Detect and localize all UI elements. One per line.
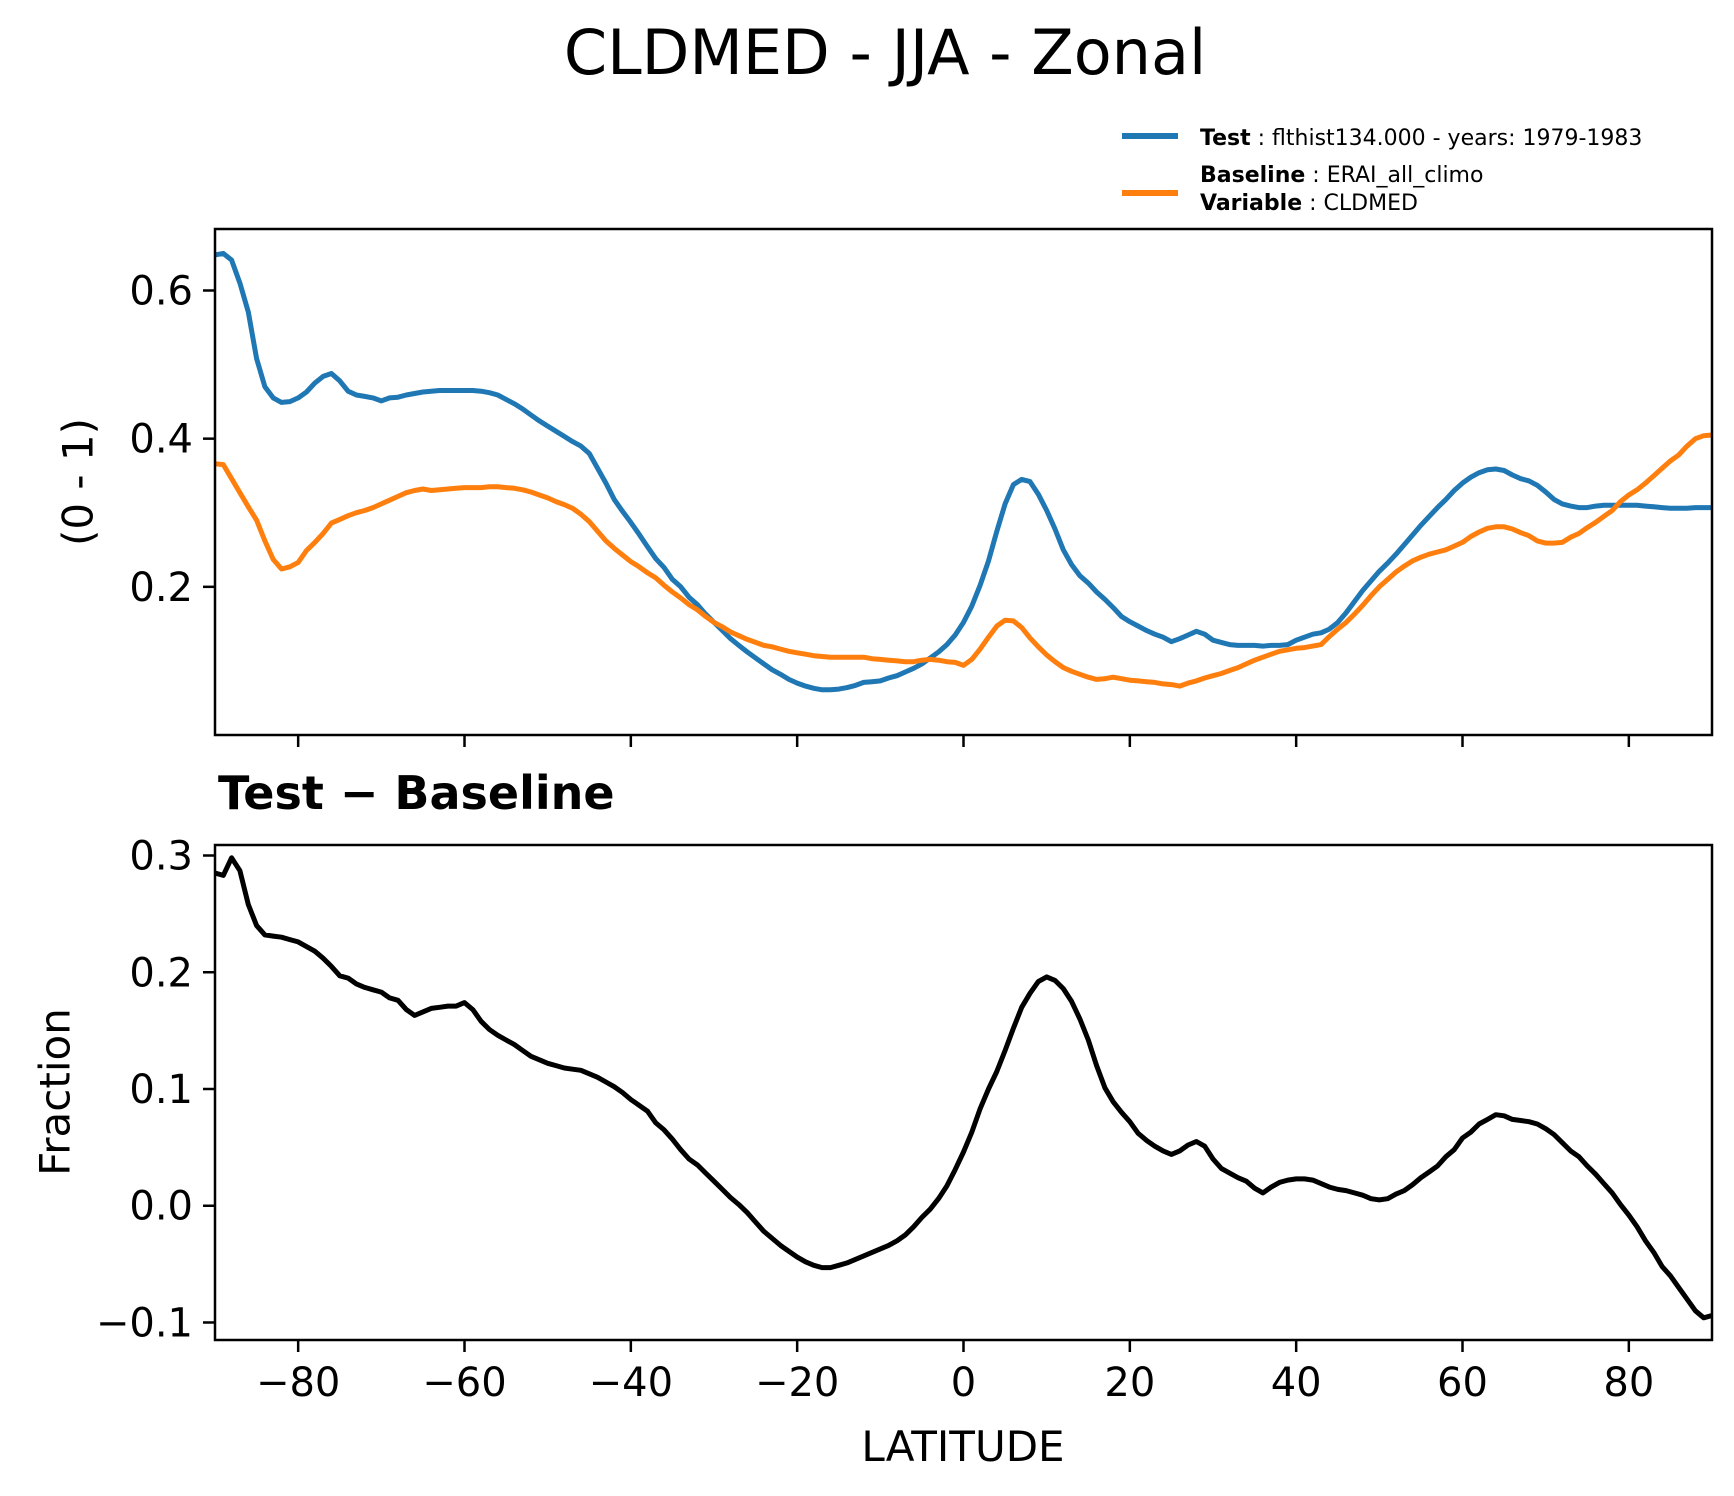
- diff-xtick-label: 60: [1437, 1360, 1488, 1406]
- diff-xtick-label: 80: [1603, 1360, 1654, 1406]
- zonal-mean-series-baseline-line: [215, 432, 1712, 689]
- diff-xtick-label: −80: [256, 1360, 340, 1406]
- legend-test-line-swatch: [1122, 133, 1178, 139]
- legend-baseline-line-swatch: [1122, 190, 1178, 196]
- x-axis-label: LATITUDE: [861, 1422, 1065, 1471]
- diff-ytick-label: 0.0: [129, 1184, 193, 1230]
- zonal-mean-ytick-label: 0.2: [129, 565, 193, 611]
- zonal-mean-plot: 0.2 0.4 0.6: [129, 227, 1714, 747]
- diff-series-diff-line: [215, 855, 1712, 1321]
- zonal-mean-frame: [213, 227, 1714, 737]
- diff-plot-ylabel: Fraction: [30, 1008, 80, 1176]
- legend-variable-value: : CLDMED: [1302, 191, 1418, 216]
- legend-entry-baseline: Baseline : ERAI_all_climo: [1200, 163, 1483, 188]
- diff-ytick-label: 0.1: [129, 1067, 193, 1113]
- zonal-mean-ytick-label: 0.4: [129, 417, 193, 463]
- diff-xtick-label: 0: [951, 1360, 976, 1406]
- legend-baseline-label: Baseline: [1200, 163, 1306, 188]
- diff-ytick-label: 0.2: [129, 950, 193, 996]
- top-plot-ylabel: (0 - 1): [53, 417, 103, 547]
- legend-entry-test: Test : flthist134.000 - years: 1979-1983: [1200, 126, 1642, 151]
- diff-xtick-label: −40: [589, 1360, 673, 1406]
- diff-xtick-label: 20: [1104, 1360, 1155, 1406]
- diff-ytick-label: −0.1: [96, 1300, 193, 1346]
- figure-title: CLDMED - JJA - Zonal: [563, 16, 1207, 89]
- diff-xtick-label: −20: [755, 1360, 839, 1406]
- legend-entry-variable: Variable : CLDMED: [1200, 191, 1418, 216]
- zonal-mean-ytick-label: 0.6: [129, 268, 193, 314]
- diff-xtick-label: 40: [1271, 1360, 1322, 1406]
- diff-plot-title: Test − Baseline: [218, 766, 615, 820]
- diff-plot: −80 −60 −40 −20 0 20 40 60 80 −0.1 0.0 0.1 0.2 0.3: [96, 834, 1714, 1406]
- legend-baseline-value: : ERAI_all_climo: [1305, 163, 1484, 188]
- legend-test-label: Test: [1200, 126, 1251, 151]
- diff-frame: [213, 843, 1714, 1342]
- legend-variable-label: Variable: [1200, 191, 1303, 216]
- zonal-mean-series-test-line: [215, 250, 1712, 693]
- diff-xtick-label: −60: [422, 1360, 506, 1406]
- legend-test-value: : flthist134.000 - years: 1979-1983: [1250, 126, 1643, 151]
- legend: Test : flthist134.000 - years: 1979-1983…: [0, 0, 1734, 230]
- diff-ytick-label: 0.3: [129, 834, 193, 880]
